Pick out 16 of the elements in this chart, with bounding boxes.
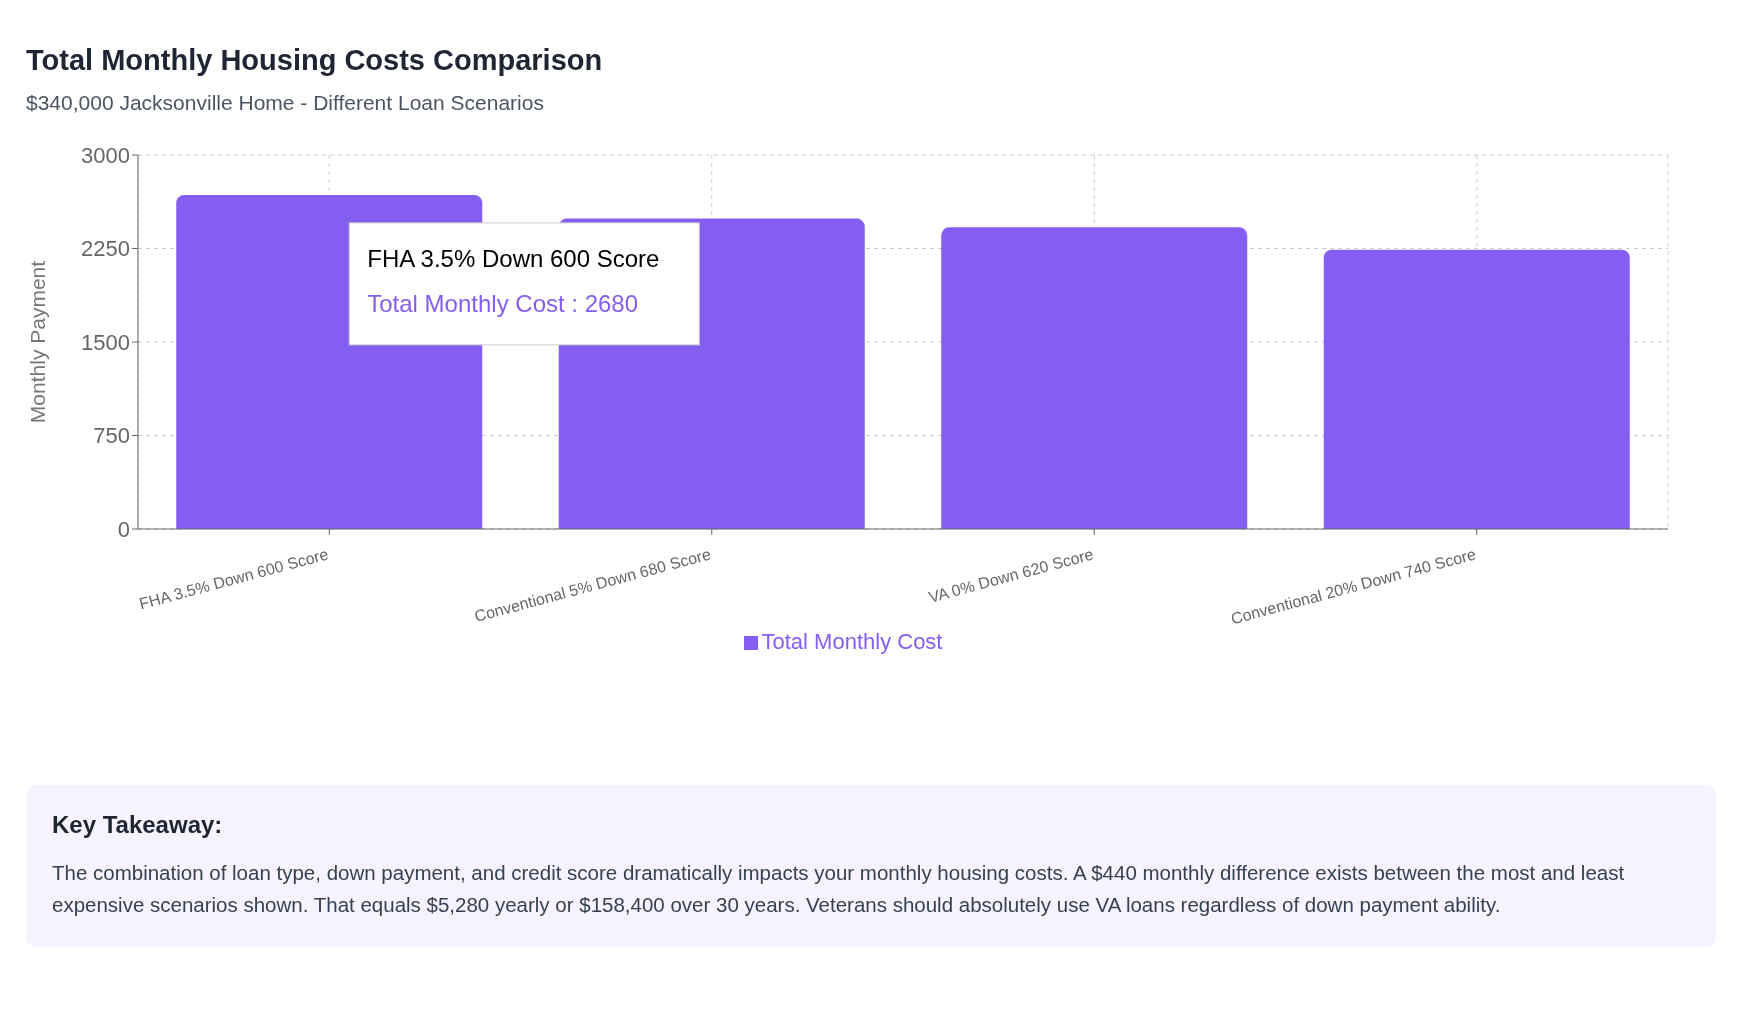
legend-label: Total Monthly Cost [761,629,943,654]
y-tick-label: 750 [93,423,130,449]
x-tick-label: VA 0% Down 620 Score [926,545,1096,606]
x-tick-label: FHA 3.5% Down 600 Score [137,545,331,613]
bar [941,227,1248,529]
y-tick-label: 1500 [81,329,130,355]
y-tick-label: 3000 [81,142,130,168]
annotation: FHA 3.5% Down 600 Score Total Monthly Cost : 2680 [367,244,660,317]
y-axis-title: Monthly Payment [26,260,50,424]
text: The combination of loan type, down payment, and credit score dramatically impacts your monthly housing costs. A $440 monthly difference exists between the most and least expensive scenarios shown. That equals $5,280 yearly or $158,400 over 30 years. Veterans should absolutely use VA loans regardless of down payment ability. [52,860,1626,918]
chart-title: Total Monthly Housing Costs Comparison [26,44,604,77]
chart-subtitle: $340,000 Jacksonville Home - Different Loan Scenarios [26,91,545,115]
bar [1323,249,1630,529]
text: Key Takeaway: [52,811,224,839]
y-tick-label: 0 [117,516,130,542]
y-tick-label: 2250 [81,236,130,262]
